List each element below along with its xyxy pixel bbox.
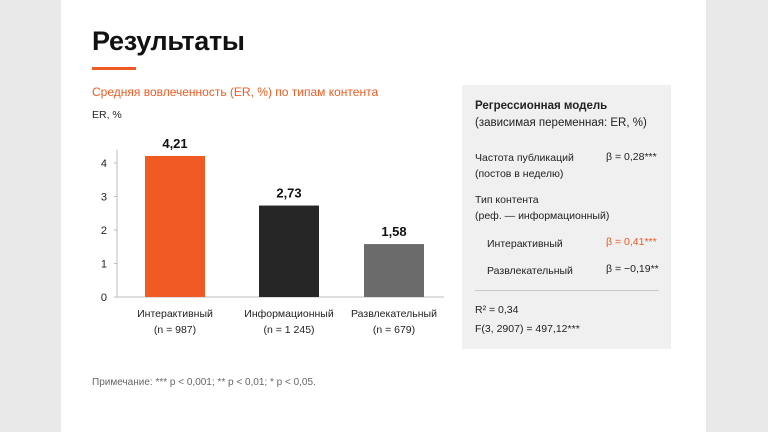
freq-beta: β = 0,28*** [606,151,657,163]
y-axis-label: ER, % [92,109,122,121]
y-tick-label: 0 [101,292,107,304]
type-label-line1: Тип контента [475,194,539,206]
x-tick-label: Информационный [244,308,334,320]
y-tick-label: 1 [101,259,107,271]
footnote: Примечание: *** p < 0,001; ** p < 0,01; … [92,377,316,388]
labels: 4,21 Интерактивный (n = 987) 2,73 Информацио… [137,136,437,336]
regression-panel [462,85,671,349]
data-label: 1,58 [381,224,406,239]
data-label: 2,73 [276,186,301,201]
interactive-beta: β = 0,41*** [606,236,657,248]
page-title: Результаты [92,26,245,56]
interactive-label: Интерактивный [487,238,563,250]
x-tick-sublabel: (n = 679) [373,324,415,336]
f-statistic: F(3, 2907) = 497,12*** [475,323,580,335]
freq-label: Частота публикаций (постов в неделю) [475,150,574,182]
x-tick-label: Интерактивный [137,308,213,320]
bars [145,155,424,297]
entertain-beta: β = −0,19** [606,263,659,275]
chart-title: Средняя вовлеченность (ER, %) по типам к… [92,85,379,99]
x-tick-label: Развлекательный [351,308,437,320]
data-label: 4,21 [162,136,187,151]
bar [259,205,319,297]
regression-subtitle: (зависимая переменная: ER, %) [475,117,647,129]
panel-divider [475,290,659,291]
title-underline [92,67,136,70]
entertain-label: Развлекательный [487,265,573,277]
bar [145,155,205,297]
regression-header: Регрессионная модель (зависимая переменн… [475,98,647,132]
x-tick-sublabel: (n = 1 245) [263,324,314,336]
r-squared: R² = 0,34 [475,304,519,316]
regression-title: Регрессионная модель [475,100,608,112]
freq-label-line1: Частота публикаций [475,152,574,164]
x-tick-sublabel: (n = 987) [154,324,196,336]
y-tick-label: 3 [101,192,107,204]
y-tick-label: 4 [101,158,107,170]
type-label: Тип контента (реф. — информационный) [475,192,609,224]
bar [364,244,424,297]
y-tick-label: 2 [101,225,107,237]
freq-label-line2: (постов в неделю) [475,168,564,180]
type-label-line2: (реф. — информационный) [475,210,610,222]
